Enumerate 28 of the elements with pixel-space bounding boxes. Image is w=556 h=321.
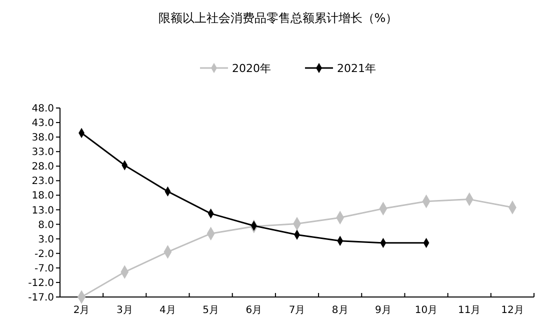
chart-title: 限额以上社会消费品零售总额累计增长（%） xyxy=(158,11,398,25)
x-tick-label: 5月 xyxy=(202,305,220,316)
y-tick-label: 28.0 xyxy=(32,162,54,173)
y-tick-label: 48.0 xyxy=(32,104,54,114)
y-tick-label: -12.0 xyxy=(28,278,54,289)
y-tick-label: 33.0 xyxy=(32,147,54,158)
x-tick-label: 8月 xyxy=(332,305,348,316)
y-tick-label: 8.0 xyxy=(38,220,54,231)
y-tick-label: -2.0 xyxy=(34,248,54,260)
y-tick-label: 13.0 xyxy=(32,205,54,216)
legend-label: 2020年 xyxy=(232,62,271,75)
x-tick-label: 11月 xyxy=(458,305,481,316)
x-tick-label: 10月 xyxy=(414,305,438,316)
y-tick-label: 3.0 xyxy=(38,234,54,246)
x-tick-label: 12月 xyxy=(501,305,524,316)
x-tick-label: 2月 xyxy=(73,305,90,316)
y-tick-label: 38.0 xyxy=(32,132,54,144)
x-tick-label: 7月 xyxy=(288,305,306,316)
y-tick-label: 43.0 xyxy=(32,118,54,130)
x-tick-label: 4月 xyxy=(160,305,176,316)
x-tick-label: 9月 xyxy=(374,305,392,316)
y-tick-label: -17.0 xyxy=(28,292,54,304)
legend-label: 2021年 xyxy=(337,62,376,75)
y-tick-label: 18.0 xyxy=(32,190,54,202)
x-tick-label: 3月 xyxy=(116,305,133,316)
y-tick-label: 23.0 xyxy=(32,176,54,188)
x-tick-label: 6月 xyxy=(246,305,262,316)
y-tick-label: -7.0 xyxy=(34,263,54,274)
